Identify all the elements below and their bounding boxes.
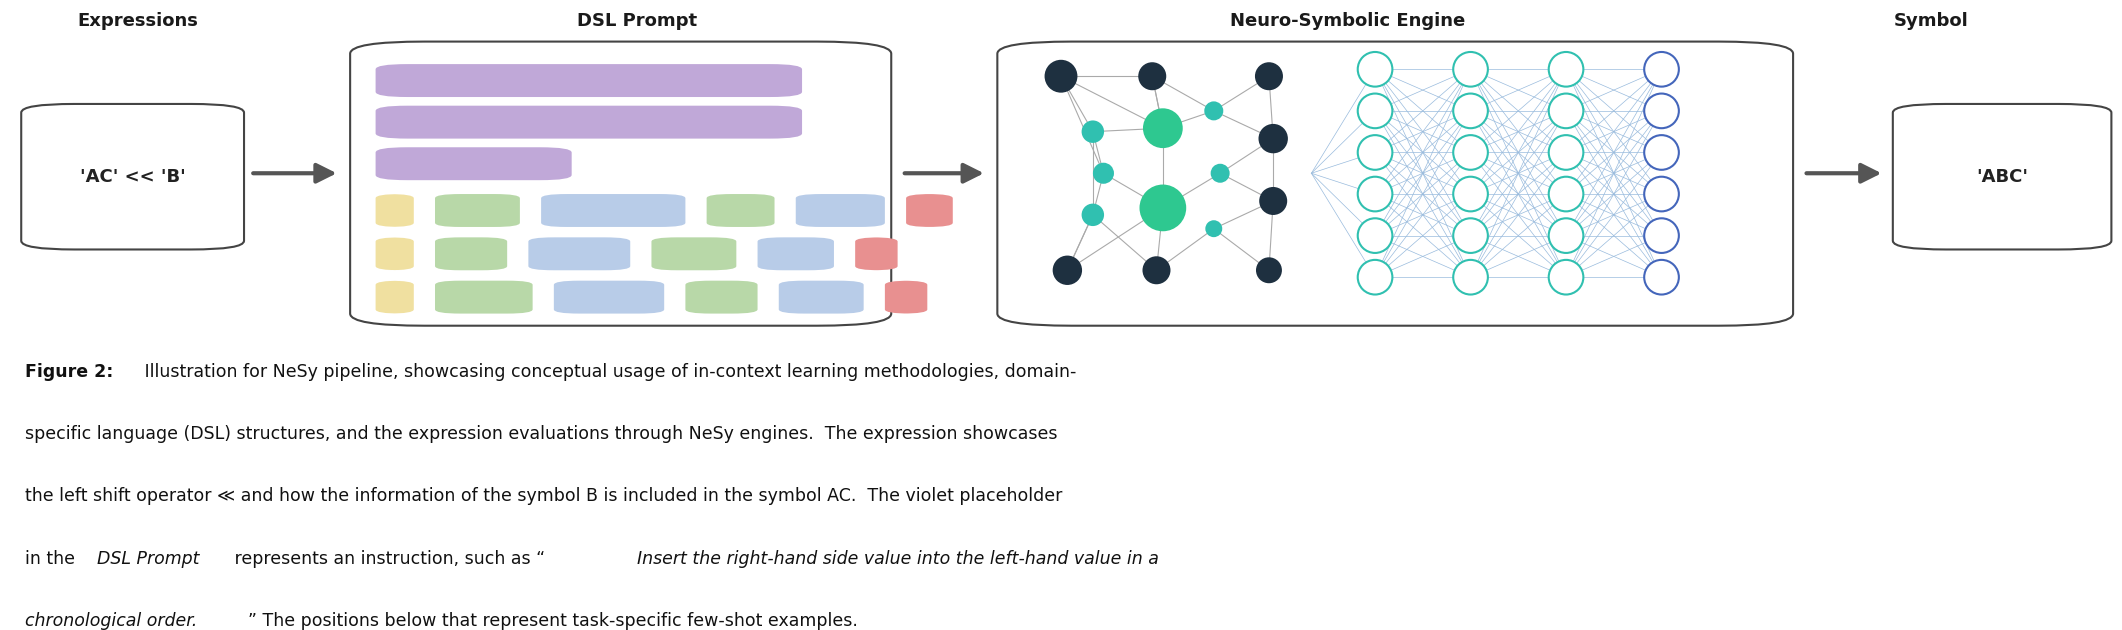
Text: Neuro-Symbolic Engine: Neuro-Symbolic Engine [1231,12,1464,30]
Ellipse shape [1082,205,1103,226]
FancyBboxPatch shape [855,238,898,270]
Text: chronological order.: chronological order. [25,612,197,630]
Text: Illustration for NeSy pipeline, showcasing conceptual usage of in-context learni: Illustration for NeSy pipeline, showcasi… [140,362,1076,381]
FancyBboxPatch shape [685,281,758,314]
FancyBboxPatch shape [707,194,775,227]
Ellipse shape [1549,52,1583,86]
Ellipse shape [1144,109,1182,147]
FancyBboxPatch shape [376,64,802,97]
Ellipse shape [1212,164,1229,182]
Ellipse shape [1358,176,1392,211]
Ellipse shape [1256,258,1282,282]
Text: specific language (DSL) structures, and the expression evaluations through NeSy : specific language (DSL) structures, and … [25,425,1059,443]
Text: in the: in the [25,549,81,568]
Text: Expressions: Expressions [79,12,197,30]
Ellipse shape [1358,52,1392,86]
FancyBboxPatch shape [376,238,414,270]
Ellipse shape [1205,102,1222,120]
FancyBboxPatch shape [651,238,736,270]
FancyBboxPatch shape [554,281,664,314]
Ellipse shape [1645,93,1679,129]
Ellipse shape [1144,257,1169,284]
FancyBboxPatch shape [885,281,927,314]
FancyBboxPatch shape [779,281,864,314]
FancyBboxPatch shape [997,42,1793,326]
Ellipse shape [1549,135,1583,169]
Ellipse shape [1645,219,1679,253]
Text: Symbol: Symbol [1893,12,1969,30]
Ellipse shape [1645,260,1679,294]
Ellipse shape [1645,176,1679,211]
Ellipse shape [1645,135,1679,169]
Ellipse shape [1358,135,1392,169]
FancyBboxPatch shape [435,238,507,270]
FancyBboxPatch shape [21,104,244,249]
Ellipse shape [1358,93,1392,129]
Ellipse shape [1454,93,1488,129]
FancyBboxPatch shape [350,42,891,326]
Ellipse shape [1082,121,1103,142]
FancyBboxPatch shape [435,281,533,314]
Text: DSL Prompt: DSL Prompt [577,12,696,30]
Text: Figure 2:: Figure 2: [25,362,115,381]
Ellipse shape [1454,52,1488,86]
Ellipse shape [1454,219,1488,253]
FancyBboxPatch shape [376,106,802,139]
Ellipse shape [1053,256,1082,284]
Ellipse shape [1093,164,1114,183]
FancyBboxPatch shape [758,238,834,270]
Text: ” The positions below that represent task-specific few-shot examples.: ” The positions below that represent tas… [248,612,857,630]
Ellipse shape [1046,60,1076,92]
Ellipse shape [1140,63,1165,89]
Ellipse shape [1454,176,1488,211]
FancyBboxPatch shape [435,194,520,227]
Ellipse shape [1140,185,1186,231]
FancyBboxPatch shape [528,238,630,270]
Ellipse shape [1549,219,1583,253]
Ellipse shape [1549,93,1583,129]
FancyBboxPatch shape [376,194,414,227]
FancyBboxPatch shape [1893,104,2111,249]
Text: DSL Prompt: DSL Prompt [98,549,199,568]
Ellipse shape [1358,260,1392,294]
Ellipse shape [1205,221,1222,236]
FancyBboxPatch shape [541,194,685,227]
Text: represents an instruction, such as “: represents an instruction, such as “ [229,549,545,568]
Text: Insert the right-hand side value into the left-hand value in a: Insert the right-hand side value into th… [637,549,1159,568]
Ellipse shape [1260,188,1286,214]
Text: 'ABC': 'ABC' [1976,168,2029,186]
Ellipse shape [1549,176,1583,211]
Ellipse shape [1256,63,1282,89]
Ellipse shape [1258,125,1288,152]
FancyBboxPatch shape [376,281,414,314]
Text: 'AC' << 'B': 'AC' << 'B' [81,168,185,186]
Ellipse shape [1454,135,1488,169]
Text: the left shift operator ≪ and how the information of the symbol B is included in: the left shift operator ≪ and how the in… [25,487,1063,505]
Ellipse shape [1645,52,1679,86]
FancyBboxPatch shape [376,147,571,180]
Ellipse shape [1549,260,1583,294]
FancyBboxPatch shape [796,194,885,227]
Ellipse shape [1358,219,1392,253]
Ellipse shape [1454,260,1488,294]
FancyBboxPatch shape [906,194,953,227]
